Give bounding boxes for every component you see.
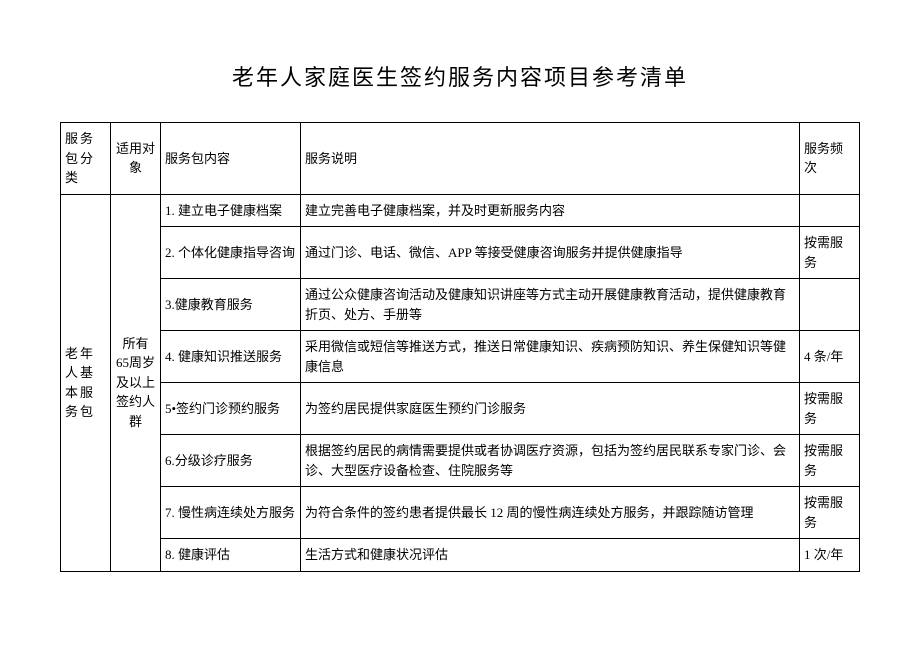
cell-target: 所有 65周岁及以上签约人群 (111, 194, 161, 571)
cell-content: 8. 健康评估 (161, 539, 301, 572)
header-target: 适用对象 (111, 123, 161, 195)
cell-description: 通过公众健康咨询活动及健康知识讲座等方式主动开展健康教育活动，提供健康教育折页、… (301, 279, 800, 331)
table-row: 7. 慢性病连续处方服务 为符合条件的签约患者提供最长 12 周的慢性病连续处方… (61, 487, 860, 539)
cell-frequency: 4 条/年 (800, 331, 860, 383)
cell-frequency: 1 次/年 (800, 539, 860, 572)
cell-description: 根据签约居民的病情需要提供或者协调医疗资源，包括为签约居民联系专家门诊、会诊、大… (301, 435, 800, 487)
cell-description: 为签约居民提供家庭医生预约门诊服务 (301, 383, 800, 435)
cell-content: 3.健康教育服务 (161, 279, 301, 331)
cell-content: 7. 慢性病连续处方服务 (161, 487, 301, 539)
cell-content: 2. 个体化健康指导咨询 (161, 227, 301, 279)
cell-content: 6.分级诊疗服务 (161, 435, 301, 487)
cell-content: 5•签约门诊预约服务 (161, 383, 301, 435)
cell-frequency: 按需服务 (800, 487, 860, 539)
table-row: 老年人基本服务包 所有 65周岁及以上签约人群 1. 建立电子健康档案 建立完善… (61, 194, 860, 227)
cell-frequency: 按需服务 (800, 383, 860, 435)
cell-frequency (800, 279, 860, 331)
cell-description: 通过门诊、电话、微信、APP 等接受健康咨询服务并提供健康指导 (301, 227, 800, 279)
table-row: 2. 个体化健康指导咨询 通过门诊、电话、微信、APP 等接受健康咨询服务并提供… (61, 227, 860, 279)
cell-description: 为符合条件的签约患者提供最长 12 周的慢性病连续处方服务，并跟踪随访管理 (301, 487, 800, 539)
table-header-row: 服务包分类 适用对象 服务包内容 服务说明 服务频次 (61, 123, 860, 195)
cell-category: 老年人基本服务包 (61, 194, 111, 571)
cell-description: 建立完善电子健康档案，并及时更新服务内容 (301, 194, 800, 227)
table-row: 5•签约门诊预约服务 为签约居民提供家庭医生预约门诊服务 按需服务 (61, 383, 860, 435)
table-row: 3.健康教育服务 通过公众健康咨询活动及健康知识讲座等方式主动开展健康教育活动，… (61, 279, 860, 331)
cell-frequency: 按需服务 (800, 435, 860, 487)
cell-frequency: 按需服务 (800, 227, 860, 279)
table-row: 8. 健康评估 生活方式和健康状况评估 1 次/年 (61, 539, 860, 572)
cell-description: 采用微信或短信等推送方式，推送日常健康知识、疾病预防知识、养生保健知识等健康信息 (301, 331, 800, 383)
header-category: 服务包分类 (61, 123, 111, 195)
page-title: 老年人家庭医生签约服务内容项目参考清单 (60, 60, 860, 92)
service-table: 服务包分类 适用对象 服务包内容 服务说明 服务频次 老年人基本服务包 所有 6… (60, 122, 860, 572)
cell-content: 4. 健康知识推送服务 (161, 331, 301, 383)
header-description: 服务说明 (301, 123, 800, 195)
header-content: 服务包内容 (161, 123, 301, 195)
header-frequency: 服务频次 (800, 123, 860, 195)
cell-frequency (800, 194, 860, 227)
cell-description: 生活方式和健康状况评估 (301, 539, 800, 572)
cell-content: 1. 建立电子健康档案 (161, 194, 301, 227)
table-row: 4. 健康知识推送服务 采用微信或短信等推送方式，推送日常健康知识、疾病预防知识… (61, 331, 860, 383)
table-row: 6.分级诊疗服务 根据签约居民的病情需要提供或者协调医疗资源，包括为签约居民联系… (61, 435, 860, 487)
